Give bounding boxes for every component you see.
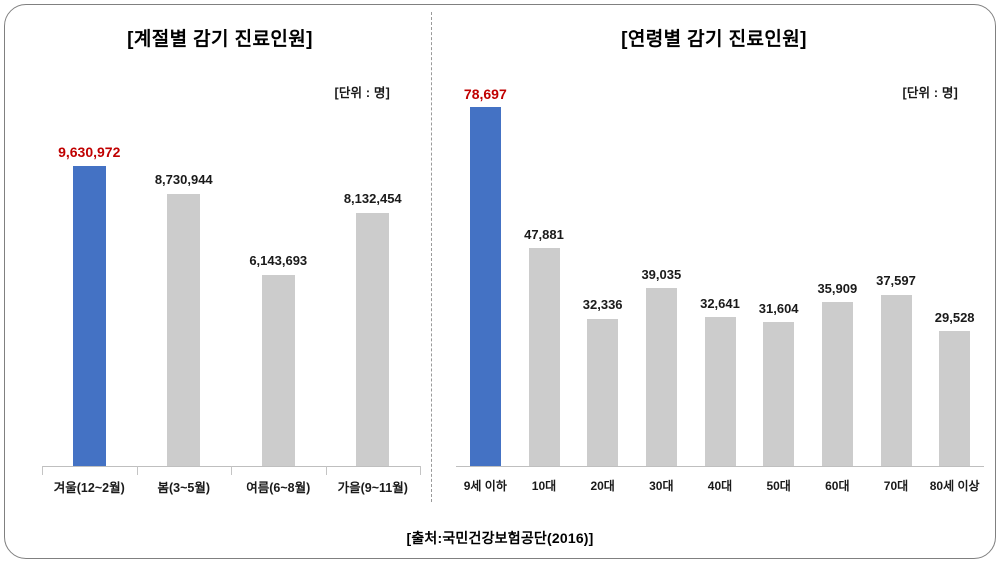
chart-title-season: [계절별 감기 진료인원]	[127, 29, 313, 50]
season-axis-tick-end	[420, 466, 421, 475]
age-bar[interactable]	[528, 247, 560, 466]
age-bar[interactable]	[469, 107, 501, 466]
season-bar-value-label: 9,630,972	[58, 144, 121, 160]
season-bar[interactable]	[167, 194, 201, 466]
age-category-label: 80세 이상	[929, 479, 980, 493]
age-bar[interactable]	[645, 287, 677, 466]
age-category-label: 30대	[649, 479, 674, 493]
plot-area-age: 78,697 9세 이하 47,881 10대 32,336 20대 39,035 30대 32…	[434, 0, 994, 563]
age-bar[interactable]	[880, 294, 912, 466]
age-category-label: 20대	[590, 479, 615, 493]
x-axis-line-age	[456, 466, 984, 467]
panel-divider	[431, 12, 432, 502]
season-bar[interactable]	[261, 274, 295, 466]
age-bar-value-label: 37,597	[876, 273, 916, 289]
season-category-label: 봄(3~5월)	[157, 481, 211, 495]
age-bar-value-label: 78,697	[463, 86, 507, 102]
season-axis-tick	[325, 466, 327, 475]
unit-note-season: [단위 : 명]	[334, 86, 390, 100]
age-bar-value-label: 35,909	[817, 281, 858, 297]
season-category-label: 겨울(12~2월)	[53, 481, 125, 495]
age-bar[interactable]	[587, 318, 619, 466]
chart-panel-season: [계절별 감기 진료인원] [단위 : 명] 9,630,972 겨울(12~2월…	[8, 0, 432, 563]
season-bar-value-label: 6,143,693	[249, 252, 308, 268]
season-bar[interactable]	[72, 166, 106, 466]
chart-title-age: [연령별 감기 진료인원]	[621, 29, 807, 50]
age-category-label: 40대	[707, 479, 733, 493]
age-bar-value-label: 29,528	[934, 310, 975, 326]
age-category-label: 70대	[883, 479, 909, 493]
age-bar-value-label: 47,881	[524, 226, 564, 242]
season-category-label: 여름(6~8월)	[246, 481, 311, 495]
age-bar[interactable]	[704, 317, 736, 466]
season-axis-tick-end	[42, 466, 43, 475]
plot-area-season: 9,630,972 겨울(12~2월) 8,730,944 봄(3~5월) 6,143,…	[8, 0, 432, 563]
age-bar-value-label: 31,604	[758, 300, 799, 316]
season-bar-value-label: 8,132,454	[343, 190, 402, 206]
season-axis-tick	[136, 466, 138, 475]
season-category-label: 가을(9~11월)	[337, 481, 408, 495]
age-bar-value-label: 32,641	[700, 296, 740, 312]
season-bar-value-label: 8,730,944	[154, 172, 213, 188]
age-bar-value-label: 39,035	[641, 266, 682, 282]
age-category-label: 10대	[531, 479, 557, 493]
age-category-label: 60대	[825, 479, 850, 493]
season-bar[interactable]	[356, 212, 390, 466]
unit-note-age: [단위 : 명]	[902, 86, 958, 100]
age-bar[interactable]	[939, 331, 971, 466]
age-bar[interactable]	[763, 321, 795, 466]
age-category-label: 50대	[766, 479, 791, 493]
age-bar-value-label: 32,336	[582, 297, 623, 313]
source-note: [출처:국민건강보험공단(2016)]	[406, 530, 594, 546]
season-axis-tick	[231, 466, 232, 475]
age-bar[interactable]	[821, 302, 853, 466]
chart-panel-age: [연령별 감기 진료인원] [단위 : 명] 78,697 9세 이하 47,881…	[434, 0, 994, 563]
age-category-label: 9세 이하	[463, 479, 507, 493]
